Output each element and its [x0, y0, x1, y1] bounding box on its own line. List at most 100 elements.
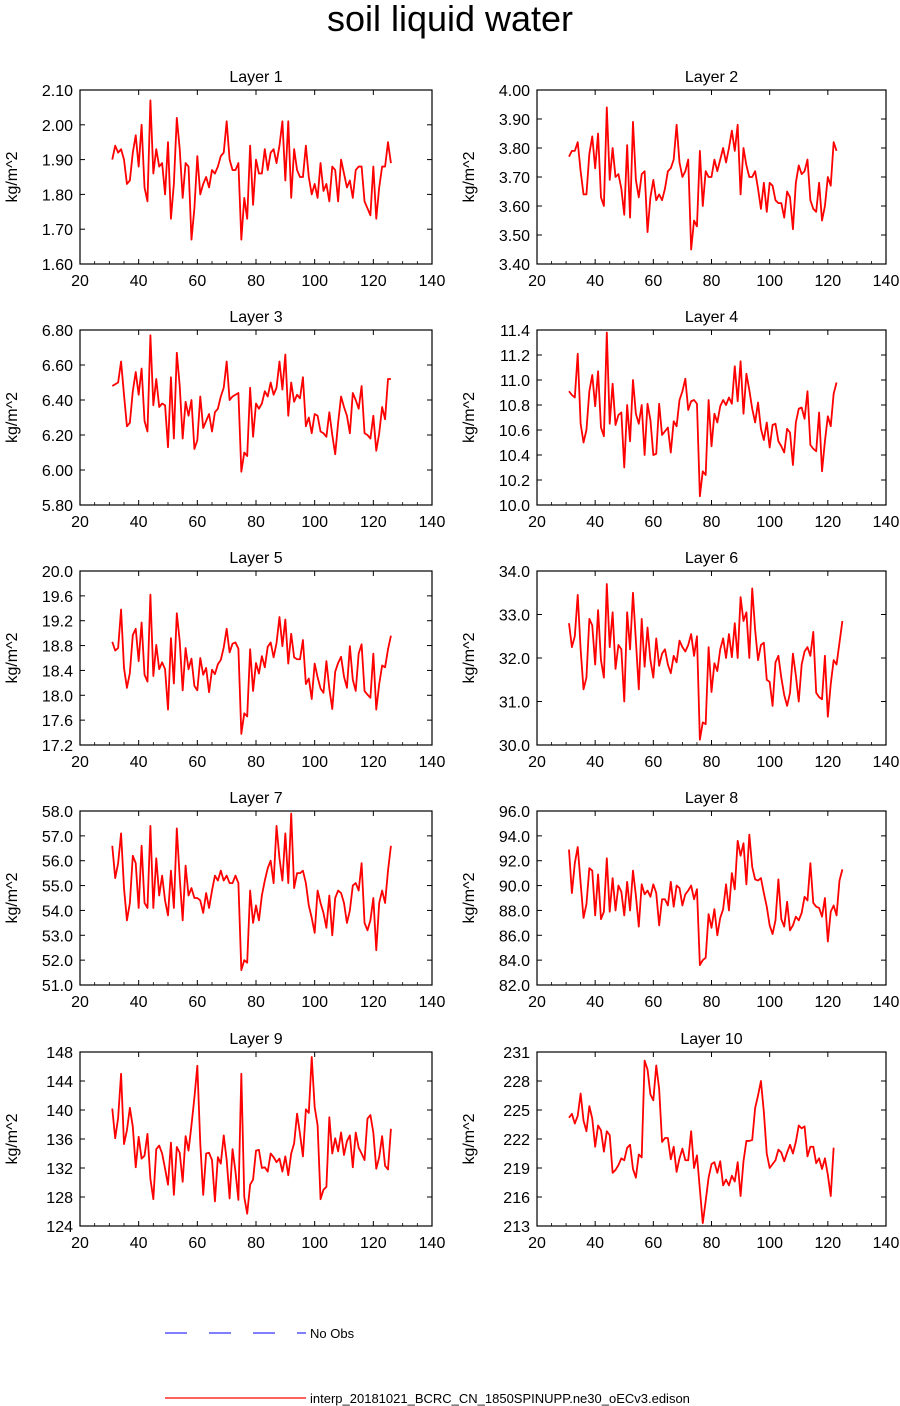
panel-1-xtick-label: 120 — [360, 273, 387, 290]
panel-10-series-line — [568, 1059, 835, 1224]
panel-5-ytick-label: 20.0 — [42, 564, 73, 581]
panel-10-ytick-label: 216 — [503, 1190, 530, 1207]
panel-3-xtick-label: 20 — [71, 514, 89, 531]
panel-3-ylabel: kg/m^2 — [4, 392, 21, 443]
panel-3-ytick-label: 6.80 — [42, 323, 73, 340]
panel-4-xtick-label: 120 — [814, 514, 841, 531]
panel-2-title: Layer 2 — [685, 69, 738, 86]
panel-6-ylabel: kg/m^2 — [461, 632, 478, 683]
panel-4-xtick-label: 80 — [703, 514, 721, 531]
panel-4-ytick-label: 11.2 — [500, 348, 530, 365]
panel-8-ytick-label: 96.0 — [499, 804, 530, 821]
panel-2-ytick-label: 3.80 — [499, 141, 530, 158]
panel-9-ytick-label: 132 — [46, 1161, 73, 1178]
panel-4-xtick-label: 60 — [644, 514, 662, 531]
panel-2-ytick-label: 3.40 — [499, 257, 530, 274]
panel-6-ytick-label: 34.0 — [499, 564, 530, 581]
panel-7-xtick-label: 100 — [301, 994, 328, 1011]
panel-7-ytick-label: 54.0 — [42, 903, 73, 920]
panel-10-xtick-label: 60 — [644, 1235, 662, 1252]
panel-10-xtick-label: 100 — [756, 1235, 783, 1252]
panel-9-xtick-label: 140 — [419, 1235, 446, 1252]
panel-6-xtick-label: 60 — [644, 754, 662, 771]
panel-8-frame — [536, 810, 887, 986]
panel-7-xtick-label: 120 — [360, 994, 387, 1011]
panel-2-xtick-label: 100 — [756, 273, 783, 290]
panel-6-title: Layer 6 — [685, 550, 738, 567]
panel-5-ytick-label: 19.6 — [42, 589, 73, 606]
panel-6-ytick-label: 31.0 — [499, 695, 530, 712]
panel-6-xtick-label: 100 — [756, 754, 783, 771]
panel-2-ylabel: kg/m^2 — [461, 151, 478, 202]
panel-2-series-line — [568, 106, 838, 251]
panel-5-xtick-label: 80 — [247, 754, 265, 771]
panel-2-ytick-label: 3.60 — [499, 199, 530, 216]
panel-4-xtick-label: 140 — [873, 514, 900, 531]
panel-7-ytick-label: 51.0 — [42, 978, 73, 995]
panel-6-xtick-label: 40 — [586, 754, 604, 771]
panel-3-ytick-label: 6.40 — [42, 393, 73, 410]
panel-10-xtick-label: 80 — [703, 1235, 721, 1252]
panel-7-title: Layer 7 — [229, 790, 282, 807]
panel-9-ytick-label: 140 — [46, 1103, 73, 1120]
panel-7-xtick-label: 80 — [247, 994, 265, 1011]
panel-1-ytick-label: 2.10 — [42, 83, 73, 100]
panel-5-ytick-label: 18.8 — [42, 639, 73, 656]
panel-8-ytick-label: 84.0 — [499, 953, 530, 970]
page-title: soil liquid water — [326, 0, 574, 39]
panel-10-xtick-label: 20 — [528, 1235, 546, 1252]
panel-10-ytick-label: 222 — [503, 1132, 530, 1149]
panel-6-xtick-label: 140 — [873, 754, 900, 771]
panel-7-ytick-label: 55.0 — [42, 879, 73, 896]
panel-8-xtick-label: 120 — [814, 994, 841, 1011]
panel-4-ytick-label: 11.0 — [500, 373, 530, 390]
panel-4-ylabel: kg/m^2 — [461, 392, 478, 443]
panel-1-series-line — [111, 99, 392, 241]
panel-5-xtick-label: 140 — [419, 754, 446, 771]
panel-5-ytick-label: 17.2 — [42, 738, 73, 755]
panel-9-xtick-label: 120 — [360, 1235, 387, 1252]
panel-4-xtick-label: 40 — [586, 514, 604, 531]
panel-9-ytick-label: 128 — [46, 1190, 73, 1207]
panel-4-ytick-label: 10.4 — [499, 448, 530, 465]
panel-1-xtick-label: 20 — [71, 273, 89, 290]
panel-9-ytick-label: 144 — [46, 1074, 73, 1091]
panel-9-xtick-label: 20 — [71, 1235, 89, 1252]
panel-6-ytick-label: 32.0 — [499, 651, 530, 668]
panel-8-ytick-label: 88.0 — [499, 903, 530, 920]
panel-1-xtick-label: 80 — [247, 273, 265, 290]
panel-10-ytick-label: 225 — [503, 1103, 530, 1120]
panel-4-xtick-label: 100 — [756, 514, 783, 531]
panel-5-title: Layer 5 — [229, 550, 282, 567]
panel-7-ytick-label: 52.0 — [42, 953, 73, 970]
panel-4-frame — [536, 329, 887, 506]
panel-3-xtick-label: 120 — [360, 514, 387, 531]
panel-5-ytick-label: 18.0 — [42, 688, 73, 705]
panel-9-xtick-label: 80 — [247, 1235, 265, 1252]
panel-2-xtick-label: 120 — [814, 273, 841, 290]
panel-6-ytick-label: 30.0 — [499, 738, 530, 755]
panel-1-frame — [79, 89, 433, 265]
panel-7-ytick-label: 56.0 — [42, 854, 73, 871]
panel-3-ytick-label: 6.20 — [42, 428, 73, 445]
panel-6-xtick-label: 120 — [814, 754, 841, 771]
panel-7-xtick-label: 140 — [419, 994, 446, 1011]
panel-10-xtick-label: 120 — [814, 1235, 841, 1252]
panel-3-xtick-label: 100 — [301, 514, 328, 531]
panel-8-xtick-label: 140 — [873, 994, 900, 1011]
panel-5-xtick-label: 120 — [360, 754, 387, 771]
panel-3-frame — [79, 329, 433, 506]
panel-9-xtick-label: 100 — [301, 1235, 328, 1252]
panel-5-xtick-label: 60 — [188, 754, 206, 771]
panel-8-xtick-label: 60 — [644, 994, 662, 1011]
panel-1-ytick-label: 1.80 — [42, 187, 73, 204]
panel-5-xtick-label: 100 — [301, 754, 328, 771]
panel-8-title: Layer 8 — [685, 790, 738, 807]
panel-1-ytick-label: 1.60 — [42, 257, 73, 274]
panel-9-ytick-label: 124 — [46, 1219, 73, 1236]
panel-10-ytick-label: 231 — [503, 1045, 530, 1062]
panel-3-xtick-label: 140 — [419, 514, 446, 531]
panel-4-ytick-label: 10.8 — [499, 398, 530, 415]
panel-8-xtick-label: 80 — [703, 994, 721, 1011]
